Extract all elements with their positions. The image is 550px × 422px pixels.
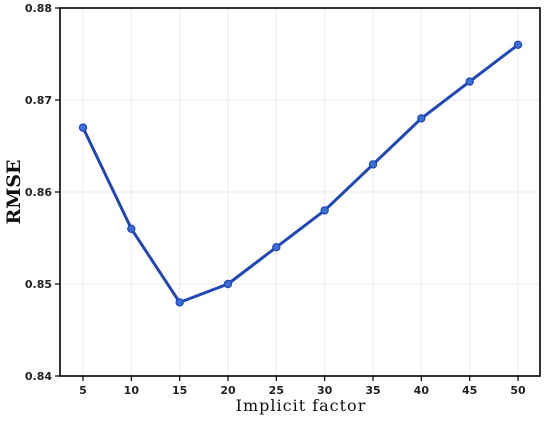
data-point xyxy=(127,224,136,233)
series-group xyxy=(78,40,523,307)
data-point xyxy=(175,298,184,307)
data-point xyxy=(417,114,426,123)
x-axis: 5 10 15 20 25 30 35 40 45 50 xyxy=(79,376,526,397)
x-tick-label: 15 xyxy=(172,384,187,397)
grid-lines xyxy=(60,8,540,376)
x-tick-label: 5 xyxy=(79,384,87,397)
data-point xyxy=(368,160,378,169)
y-axis: 0.84 0.85 0.86 0.87 0.88 xyxy=(25,2,60,383)
x-tick-label: 40 xyxy=(414,384,430,397)
y-tick-label: 0.86 xyxy=(25,186,52,199)
x-tick-label: 35 xyxy=(365,384,380,397)
x-tick-label: 30 xyxy=(317,384,333,397)
y-axis-label: RMSE xyxy=(3,159,25,224)
data-point xyxy=(272,242,281,252)
data-point xyxy=(78,123,88,132)
y-tick-label: 0.87 xyxy=(25,94,52,107)
y-tick-label: 0.88 xyxy=(25,2,52,15)
x-tick-label: 50 xyxy=(510,384,526,397)
y-tick-label: 0.84 xyxy=(25,370,52,383)
y-tick-label: 0.85 xyxy=(25,278,52,291)
data-point xyxy=(223,279,233,289)
x-tick-label: 45 xyxy=(462,384,477,397)
data-point xyxy=(513,40,523,50)
x-tick-label: 10 xyxy=(124,384,140,397)
x-tick-label: 20 xyxy=(220,384,236,397)
data-point xyxy=(465,77,474,86)
x-tick-label: 25 xyxy=(269,384,284,397)
x-axis-label: Implicit factor xyxy=(236,396,367,415)
series-line xyxy=(81,43,520,304)
data-point xyxy=(320,206,329,215)
